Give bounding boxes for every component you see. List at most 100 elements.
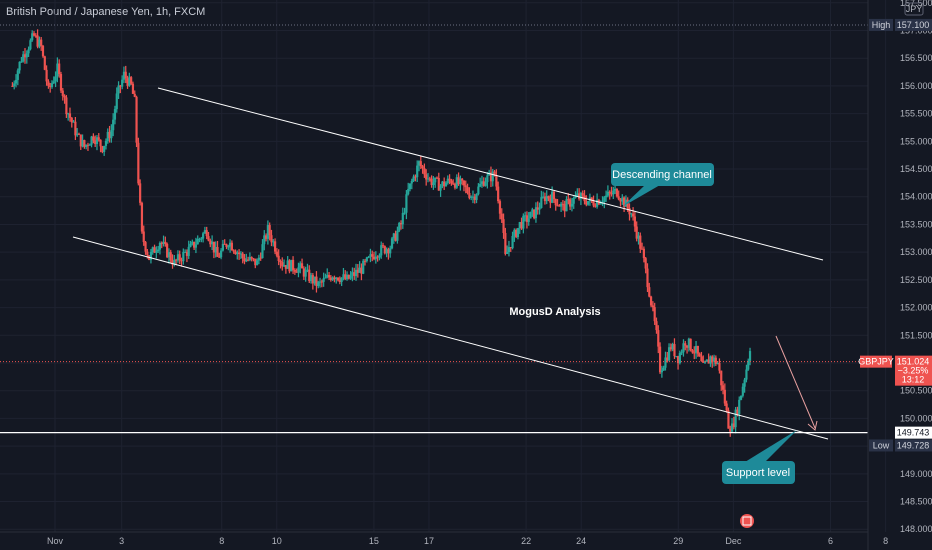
time-tick-label: Dec	[725, 536, 742, 546]
candle-body	[383, 246, 386, 254]
candle-body	[408, 183, 412, 190]
candle-body	[122, 71, 126, 80]
candle-body	[155, 251, 158, 253]
candle-body	[40, 39, 43, 46]
last-price-value: 151.024	[897, 357, 930, 367]
candle-body	[574, 196, 577, 198]
candle-body	[85, 144, 88, 147]
candle-body	[599, 202, 602, 205]
candle-body	[453, 183, 457, 188]
candle-body	[297, 267, 300, 273]
candle-body	[273, 241, 277, 252]
candle-body	[349, 275, 352, 279]
time-tick-label: 8	[219, 536, 224, 546]
candle-body	[747, 360, 750, 370]
candle-body	[220, 250, 223, 258]
candle-body	[718, 363, 721, 371]
support-level-label: Support level	[726, 467, 790, 479]
candle-body	[58, 63, 61, 75]
candle-body	[691, 350, 694, 353]
candle-body	[106, 131, 109, 141]
candle-body	[315, 276, 318, 286]
price-tick-label: 153.000	[900, 247, 932, 257]
candle-body	[376, 256, 379, 258]
candle-body	[482, 181, 485, 186]
candle-body	[702, 361, 705, 363]
candle-body	[513, 229, 516, 236]
price-tick-label: 152.500	[900, 275, 932, 285]
candle-body	[246, 259, 250, 261]
candle-body	[205, 230, 208, 237]
candle-body	[721, 385, 725, 390]
candle-body	[288, 260, 291, 272]
candle-body	[405, 194, 408, 213]
candle-body	[167, 252, 171, 258]
support-level-callout	[722, 461, 795, 484]
event-icon	[740, 514, 754, 528]
candle-body	[628, 208, 631, 215]
candle-body	[68, 113, 72, 118]
candle-body	[396, 230, 399, 241]
candle-body	[673, 344, 676, 357]
candle-body	[104, 140, 108, 146]
candle-body	[144, 242, 147, 252]
candle-body	[74, 121, 77, 136]
candle-body	[466, 187, 469, 194]
candle-body	[450, 180, 453, 184]
candle-body	[407, 189, 410, 195]
candle-body	[714, 357, 717, 364]
candle-body	[542, 196, 545, 198]
price-tick-label: 155.000	[900, 136, 932, 146]
candle-body	[603, 197, 606, 202]
candle-body	[164, 241, 167, 244]
time-tick-label: 17	[424, 536, 434, 546]
candle-body	[426, 178, 430, 180]
candle-body	[470, 196, 473, 198]
candle-body	[556, 205, 559, 207]
candle-body	[687, 338, 690, 348]
price-axis[interactable]: 157.500157.000156.500156.000155.500155.0…	[867, 0, 932, 550]
candle-body	[101, 146, 104, 152]
candle-body	[399, 223, 403, 225]
candle-body	[419, 161, 422, 167]
candle-body	[522, 215, 525, 229]
candle-body	[631, 213, 635, 217]
candle-body	[705, 359, 708, 362]
candle-body	[268, 225, 271, 236]
candle-body	[193, 241, 196, 248]
candle-body	[732, 423, 735, 428]
bar-countdown: 13:12	[902, 375, 925, 385]
candle-body	[286, 260, 289, 269]
candle-body	[561, 203, 565, 205]
candle-body	[403, 212, 406, 214]
candle-body	[560, 203, 563, 207]
candle-body	[16, 70, 19, 80]
candle-body	[748, 351, 752, 361]
descending-channel-callout	[611, 163, 714, 186]
candle-body	[446, 178, 449, 184]
candle-body	[371, 254, 374, 257]
candle-body	[374, 256, 377, 260]
candle-body	[712, 357, 716, 362]
candle-body	[635, 226, 638, 239]
candle-body	[187, 246, 190, 256]
candle-body	[615, 188, 618, 197]
time-tick-label: 3	[119, 536, 124, 546]
time-axis[interactable]: Nov 3 8 10 15 17 22 24 29 Dec 6 8	[0, 531, 888, 546]
price-tick-label: 152.000	[900, 303, 932, 313]
low-price-badge	[895, 439, 932, 452]
candle-body	[342, 274, 345, 278]
candle-body	[108, 131, 111, 139]
candle-body	[232, 250, 235, 252]
candle-body	[703, 361, 707, 363]
candle-body	[516, 228, 520, 238]
high-price-badge	[895, 18, 932, 31]
candle-body	[95, 137, 99, 144]
candle-body	[662, 367, 665, 371]
candle-body	[119, 85, 122, 87]
candle-body	[443, 181, 446, 187]
candle-body	[202, 233, 205, 239]
candle-body	[525, 215, 529, 222]
candle-body	[651, 305, 654, 308]
